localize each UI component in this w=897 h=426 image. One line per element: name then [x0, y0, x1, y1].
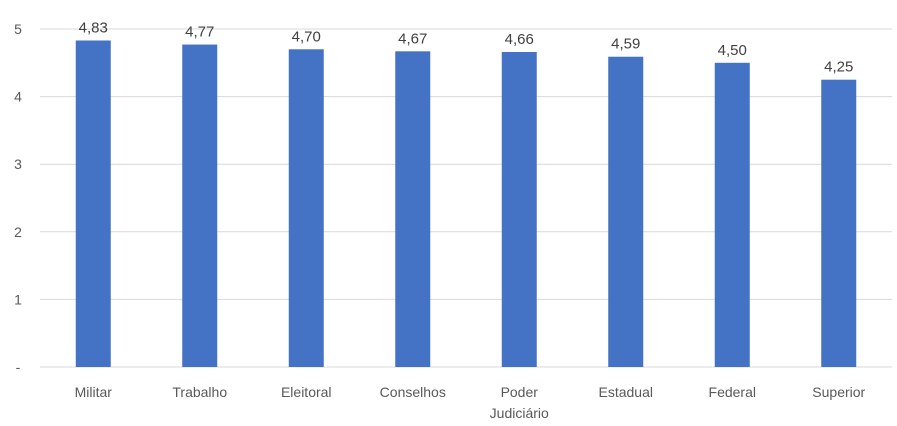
data-label: 4,70: [292, 28, 321, 45]
bar: [182, 44, 218, 367]
data-labels: 4,83 4,77 4,70 4,67 4,66 4,59 4,50 4,25: [79, 19, 854, 75]
category-label: Trabalho: [172, 384, 227, 400]
data-label: 4,66: [505, 31, 534, 48]
data-label: 4,25: [824, 59, 853, 76]
bar: [288, 49, 324, 367]
category-label: Eleitoral: [281, 384, 332, 400]
data-label: 4,59: [611, 36, 640, 53]
category-labels: Militar Trabalho Eleitoral Conselhos Poder Ju…: [75, 384, 866, 421]
bar: [75, 40, 111, 367]
bar: [821, 79, 857, 367]
data-label: 4,67: [398, 30, 427, 47]
bars: [75, 40, 857, 368]
y-tick-label: 5: [14, 21, 22, 37]
gridlines: [40, 28, 892, 368]
category-label: Militar: [75, 384, 113, 400]
category-label: Conselhos: [380, 384, 446, 400]
category-label: Superior: [812, 384, 865, 400]
category-label: Poder: [501, 384, 539, 400]
y-tick-label: 3: [14, 156, 22, 172]
y-tick-label: 2: [14, 224, 22, 240]
data-label: 4,77: [185, 24, 214, 41]
y-tick-label: 1: [14, 291, 22, 307]
category-label: Federal: [709, 384, 756, 400]
y-tick-label: -: [16, 359, 21, 375]
category-label: Estadual: [599, 384, 653, 400]
bar: [608, 56, 644, 367]
bar: [395, 51, 431, 368]
bar: [714, 62, 750, 368]
y-tick-label: 4: [14, 89, 22, 105]
bar: [501, 51, 537, 367]
y-axis-ticks: - 1 2 3 4 5: [14, 21, 22, 375]
data-label: 4,83: [79, 19, 108, 36]
category-label: Judiciário: [490, 405, 549, 421]
data-label: 4,50: [718, 42, 747, 59]
